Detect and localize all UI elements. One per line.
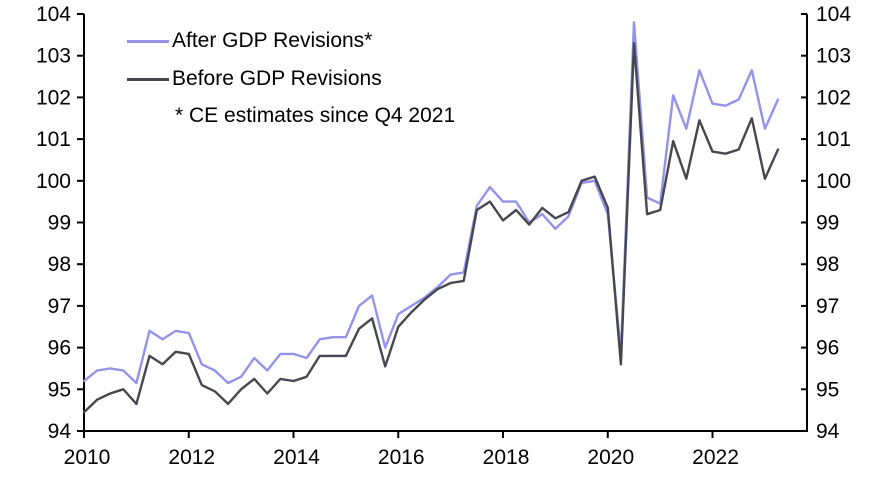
y-axis-label-right: 103 [816, 45, 851, 68]
y-axis-label-left: 95 [48, 378, 71, 401]
x-axis-label: 2012 [168, 446, 215, 469]
y-axis-label-left: 98 [48, 253, 71, 276]
legend-item-after: After GDP Revisions* [127, 28, 455, 54]
x-axis-label: 2020 [587, 446, 634, 469]
y-axis-label-right: 101 [816, 128, 851, 151]
series-line-before-revisions [82, 42, 780, 414]
y-axis-label-right: 99 [816, 212, 839, 235]
y-axis-label-left: 94 [48, 420, 72, 443]
x-axis-label: 2014 [273, 446, 320, 469]
x-axis-label: 2016 [378, 446, 425, 469]
y-axis-label-right: 97 [816, 295, 839, 318]
y-axis-label-left: 103 [36, 45, 71, 68]
y-axis-label-right: 96 [816, 337, 839, 360]
y-axis-label-right: 95 [816, 378, 839, 401]
legend: After GDP Revisions* Before GDP Revision… [127, 28, 455, 128]
y-axis-label-left: 96 [48, 337, 71, 360]
series-line-after-revisions [82, 21, 780, 385]
y-axis-label-right: 100 [816, 170, 851, 193]
x-axis-label: 2010 [64, 446, 111, 469]
y-axis-label-left: 97 [48, 295, 71, 318]
legend-footnote: * CE estimates since Q4 2021 [175, 104, 456, 127]
y-axis-label-left: 102 [36, 86, 71, 109]
y-axis-label-right: 102 [816, 86, 851, 109]
legend-line-before-swatch [127, 77, 169, 81]
legend-label-before: Before GDP Revisions [172, 67, 382, 90]
legend-label-after: After GDP Revisions* [172, 29, 373, 52]
y-axis-label-left: 104 [36, 3, 71, 26]
y-axis-label-right: 98 [816, 253, 839, 276]
y-axis-label-left: 100 [36, 170, 71, 193]
x-axis-label: 2018 [483, 446, 530, 469]
legend-item-before: Before GDP Revisions [127, 66, 455, 92]
y-axis-label-right: 104 [816, 3, 851, 26]
y-axis-label-left: 101 [36, 128, 71, 151]
x-axis-label: 2022 [692, 446, 739, 469]
y-axis-label-left: 99 [48, 212, 71, 235]
y-axis-label-right: 94 [816, 420, 840, 443]
legend-line-after-swatch [127, 39, 169, 43]
